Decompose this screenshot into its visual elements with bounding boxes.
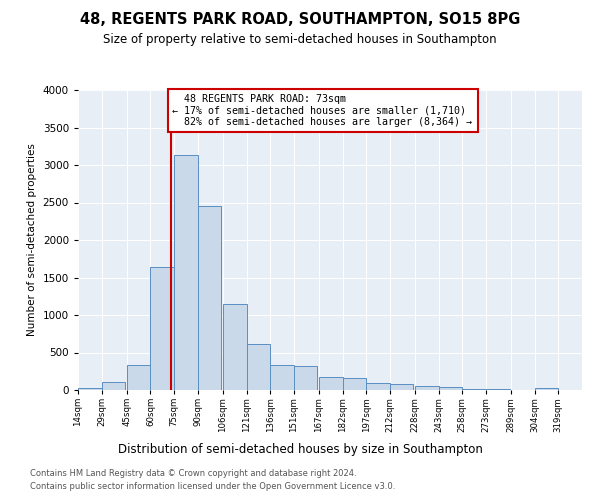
Text: Contains HM Land Registry data © Crown copyright and database right 2024.: Contains HM Land Registry data © Crown c… [30, 468, 356, 477]
Text: Distribution of semi-detached houses by size in Southampton: Distribution of semi-detached houses by … [118, 442, 482, 456]
Bar [463, 388, 486, 390]
Bar [439, 388, 463, 390]
Bar [198, 206, 221, 390]
Text: 48 REGENTS PARK ROAD: 73sqm
← 17% of semi-detached houses are smaller (1,710)
  : 48 REGENTS PARK ROAD: 73sqm ← 17% of sem… [173, 94, 473, 127]
Bar [101, 382, 125, 390]
Bar [486, 389, 509, 390]
Bar [270, 365, 294, 390]
Bar [343, 378, 366, 390]
Bar [415, 386, 439, 390]
Y-axis label: Number of semi-detached properties: Number of semi-detached properties [27, 144, 37, 336]
Text: Contains public sector information licensed under the Open Government Licence v3: Contains public sector information licen… [30, 482, 395, 491]
Bar [78, 388, 101, 390]
Bar [174, 155, 198, 390]
Bar [390, 384, 413, 390]
Bar [127, 365, 151, 390]
Bar [151, 267, 174, 390]
Bar [247, 344, 270, 390]
Bar [223, 304, 247, 390]
Text: 48, REGENTS PARK ROAD, SOUTHAMPTON, SO15 8PG: 48, REGENTS PARK ROAD, SOUTHAMPTON, SO15… [80, 12, 520, 28]
Bar [294, 366, 317, 390]
Text: Size of property relative to semi-detached houses in Southampton: Size of property relative to semi-detach… [103, 32, 497, 46]
Bar [366, 382, 390, 390]
Bar [535, 388, 559, 390]
Bar [319, 377, 343, 390]
